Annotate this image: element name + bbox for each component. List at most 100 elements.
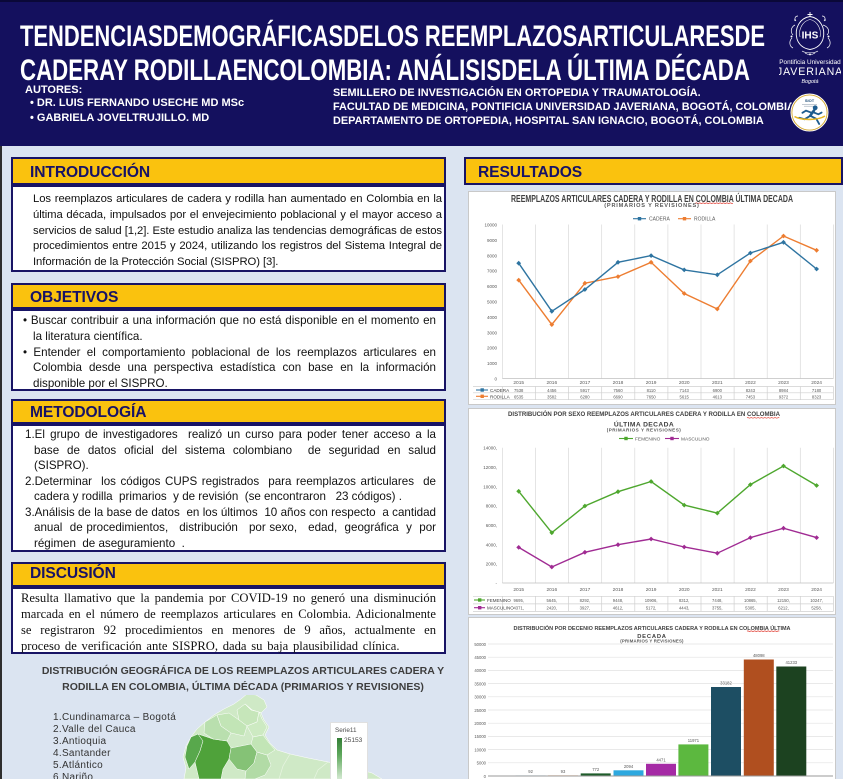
svg-text:4456: 4456 [547, 388, 557, 393]
svg-text:2024: 2024 [811, 380, 822, 386]
svg-text:SIOT: SIOT [805, 98, 815, 103]
svg-text:-: - [496, 581, 498, 586]
svg-text:4371,: 4371, [513, 606, 523, 611]
svg-text:25000: 25000 [474, 708, 486, 713]
svg-text:12000,: 12000, [483, 465, 497, 470]
svg-text:8000,: 8000, [486, 504, 497, 509]
svg-text:0: 0 [494, 377, 497, 382]
svg-text:7560: 7560 [613, 388, 623, 393]
svg-text:2016: 2016 [546, 380, 557, 386]
svg-text:33182: 33182 [720, 681, 732, 686]
svg-text:RODILLA: RODILLA [694, 217, 716, 223]
svg-text:6900: 6900 [713, 388, 723, 393]
svg-text:2023: 2023 [778, 380, 789, 386]
svg-text:5258,: 5258, [811, 606, 821, 611]
svg-text:9372: 9372 [779, 394, 789, 399]
svg-text:FEMENINO: FEMENINO [487, 598, 511, 603]
svg-text:3755,: 3755, [712, 606, 722, 611]
svg-text:2019: 2019 [646, 380, 657, 386]
svg-text:8110: 8110 [647, 388, 657, 393]
svg-text:7538: 7538 [514, 388, 524, 393]
svg-text:4443,: 4443, [679, 606, 689, 611]
svg-text:7000: 7000 [487, 269, 498, 274]
svg-text:5172,: 5172, [646, 606, 656, 611]
svg-text:RODILLA: RODILLA [490, 394, 511, 399]
svg-text:FEMENINO: FEMENINO [635, 436, 661, 442]
svg-text:15000: 15000 [474, 734, 486, 739]
svg-text:2022: 2022 [745, 587, 756, 593]
svg-text:9695,: 9695, [513, 598, 523, 603]
svg-text:0: 0 [484, 774, 487, 779]
svg-text:4000: 4000 [487, 315, 498, 320]
svg-text:6690: 6690 [613, 394, 623, 399]
svg-text:DECADA: DECADA [637, 634, 667, 640]
svg-text:2018: 2018 [613, 587, 624, 593]
svg-text:50000: 50000 [474, 642, 486, 647]
svg-text:2020: 2020 [679, 587, 690, 593]
svg-text:(PRIMARIOS Y REVISIONES): (PRIMARIOS Y REVISIONES) [607, 428, 682, 433]
svg-text:11971: 11971 [688, 738, 700, 743]
svg-text:10000: 10000 [474, 747, 486, 752]
svg-text:2015: 2015 [513, 587, 524, 593]
svg-text:8312,: 8312, [679, 598, 689, 603]
svg-text:2018: 2018 [613, 380, 624, 386]
svg-text:20000: 20000 [474, 721, 486, 726]
svg-text:4613: 4613 [713, 394, 723, 399]
svg-text:7453: 7453 [746, 394, 756, 399]
svg-text:5615: 5615 [680, 394, 690, 399]
svg-text:2000,: 2000, [486, 562, 497, 567]
svg-text:4612,: 4612, [613, 606, 623, 611]
svg-text:40000: 40000 [474, 668, 486, 673]
svg-text:10865,: 10865, [744, 598, 757, 603]
svg-text:8292,: 8292, [580, 598, 590, 603]
svg-text:DISTRIBUCIÓN POR SEXO REEMPLAZ: DISTRIBUCIÓN POR SEXO REEMPLAZOS ARTICUL… [508, 409, 780, 418]
svg-text:2017: 2017 [580, 380, 591, 386]
svg-text:ÚLTIMA DECADA: ÚLTIMA DECADA [614, 420, 674, 429]
svg-text:5917: 5917 [580, 388, 590, 393]
svg-text:6280: 6280 [580, 394, 590, 399]
svg-text:10247,: 10247, [810, 598, 823, 603]
svg-text:2021: 2021 [712, 380, 723, 386]
svg-text:8000: 8000 [487, 253, 498, 258]
svg-text:6212,: 6212, [778, 606, 788, 611]
svg-text:2024: 2024 [811, 587, 822, 593]
svg-text:7650: 7650 [646, 394, 656, 399]
svg-text:5305,: 5305, [745, 606, 755, 611]
svg-text:3582: 3582 [547, 394, 557, 399]
svg-text:8323: 8323 [812, 394, 822, 399]
svg-text:8984: 8984 [779, 388, 789, 393]
svg-text:14000,: 14000, [483, 446, 497, 451]
svg-text:MASCULINO: MASCULINO [487, 606, 514, 611]
svg-text:(PRIMARIOS Y REVISIONES): (PRIMARIOS Y REVISIONES) [620, 639, 684, 644]
svg-text:7143: 7143 [680, 388, 690, 393]
svg-text:10000: 10000 [484, 223, 497, 228]
svg-text:2019: 2019 [646, 587, 657, 593]
svg-text:2420,: 2420, [547, 606, 557, 611]
svg-text:7180: 7180 [812, 388, 822, 393]
svg-text:93: 93 [561, 769, 566, 774]
svg-text:6535: 6535 [514, 394, 524, 399]
svg-text:(PRIMARIOS Y REVISIONES): (PRIMARIOS Y REVISIONES) [604, 203, 699, 209]
svg-text:6000,: 6000, [486, 523, 497, 528]
svg-text:45000: 45000 [474, 655, 486, 660]
svg-text:CADERA: CADERA [649, 217, 671, 223]
svg-text:9448,: 9448, [613, 598, 623, 603]
svg-text:9000: 9000 [487, 238, 498, 243]
svg-text:3000: 3000 [487, 330, 498, 335]
svg-text:772: 772 [592, 767, 600, 772]
svg-text:2021: 2021 [712, 587, 723, 593]
svg-text:MASCULINO: MASCULINO [681, 436, 710, 442]
svg-text:10000,: 10000, [483, 484, 497, 489]
svg-text:JAVERIANA: JAVERIANA [779, 66, 841, 78]
svg-text:REEMPLAZOS ARTICULARES CADERA: REEMPLAZOS ARTICULARES CADERA Y RODILLA … [511, 192, 793, 205]
svg-text:92: 92 [528, 769, 533, 774]
svg-text:6000: 6000 [487, 284, 498, 289]
svg-text:2015: 2015 [513, 380, 524, 386]
svg-text:5000: 5000 [477, 761, 487, 766]
svg-text:2023: 2023 [778, 587, 789, 593]
svg-text:CADERA: CADERA [490, 388, 510, 393]
svg-text:7448,: 7448, [712, 598, 722, 603]
svg-text:2094: 2094 [624, 764, 634, 769]
svg-text:2020: 2020 [679, 380, 690, 386]
svg-text:4000,: 4000, [486, 542, 497, 547]
